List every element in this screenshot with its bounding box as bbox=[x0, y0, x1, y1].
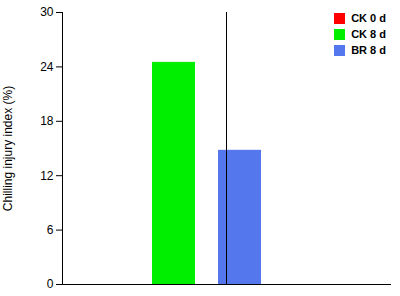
svg-text:6: 6 bbox=[47, 223, 54, 237]
html-text:CK 8 d: CK 8 d bbox=[351, 28, 386, 40]
svg-text:0: 0 bbox=[47, 277, 54, 291]
svg-text:Chilling injury index (%): Chilling injury index (%) bbox=[1, 86, 15, 211]
svg-text:24: 24 bbox=[40, 60, 54, 74]
html-text:BR 8 d: BR 8 d bbox=[351, 44, 386, 56]
svg-text:12: 12 bbox=[40, 169, 54, 183]
svg-text:30: 30 bbox=[40, 5, 54, 19]
svg-text:18: 18 bbox=[40, 114, 54, 128]
html-text:CK 0 d: CK 0 d bbox=[351, 12, 386, 24]
